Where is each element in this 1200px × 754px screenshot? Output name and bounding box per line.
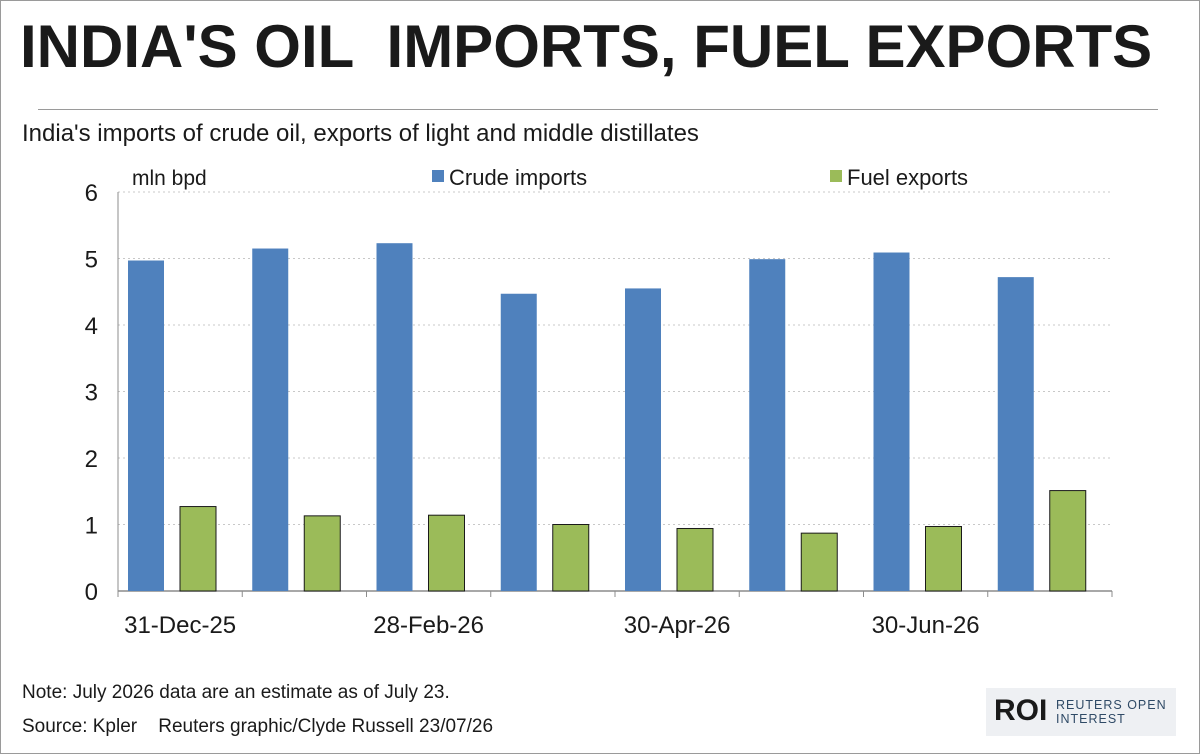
chart-subtitle: India's imports of crude oil, exports of… (22, 120, 699, 147)
source-line: Source: Kpler Reuters graphic/Clyde Russ… (22, 716, 494, 737)
footnote: Note: July 2026 data are an estimate as … (22, 682, 450, 703)
fuel-exports-bar (1049, 490, 1087, 592)
x-tick-label: 30-Apr-26 (624, 612, 731, 639)
x-tick-label: 30-Jun-26 (872, 612, 980, 639)
legend-label-crude: Crude imports (449, 165, 587, 190)
fuel-exports-bar (676, 527, 714, 592)
x-tick-label: 31-Dec-25 (124, 612, 236, 639)
y-axis-unit-label: mln bpd (132, 167, 207, 190)
y-tick-label: 0 (85, 579, 98, 606)
roi-logo: ROI REUTERS OPEN INTEREST (986, 688, 1176, 736)
legend-swatch-fuel (830, 170, 842, 182)
logo-line-1: REUTERS OPEN (1056, 698, 1167, 712)
logo-text: REUTERS OPEN INTEREST (1056, 698, 1167, 726)
x-tick-label: 28-Feb-26 (373, 612, 484, 639)
logo-mark: ROI (994, 694, 1048, 727)
y-tick-label: 5 (85, 247, 98, 274)
y-tick-label: 4 (85, 313, 98, 340)
y-tick-label: 6 (85, 180, 98, 207)
fuel-exports-bar (179, 506, 217, 592)
fuel-exports-bar (428, 514, 465, 592)
crude-imports-bar (749, 259, 786, 591)
fuel-exports-bar (925, 525, 962, 592)
logo-line-2: INTEREST (1056, 712, 1126, 726)
crude-imports-bar (376, 243, 413, 591)
fuel-exports-bar (552, 524, 590, 592)
legend-swatch-crude (432, 170, 444, 182)
crude-imports-bar (500, 293, 537, 591)
y-tick-label: 2 (85, 446, 98, 473)
y-tick-label: 1 (85, 513, 98, 540)
y-tick-label: 3 (85, 380, 98, 407)
crude-imports-bar (997, 277, 1034, 591)
crude-imports-bar (873, 252, 910, 591)
title-divider (38, 109, 1158, 110)
crude-imports-bar (625, 288, 661, 591)
fuel-exports-bar (303, 515, 341, 592)
fuel-exports-bar (800, 532, 838, 592)
crude-imports-bar (252, 248, 289, 591)
chart-title: INDIA'S OIL IMPORTS, FUEL EXPORTS (20, 13, 1153, 80)
crude-imports-bar (128, 260, 164, 591)
legend-label-fuel: Fuel exports (847, 165, 968, 190)
